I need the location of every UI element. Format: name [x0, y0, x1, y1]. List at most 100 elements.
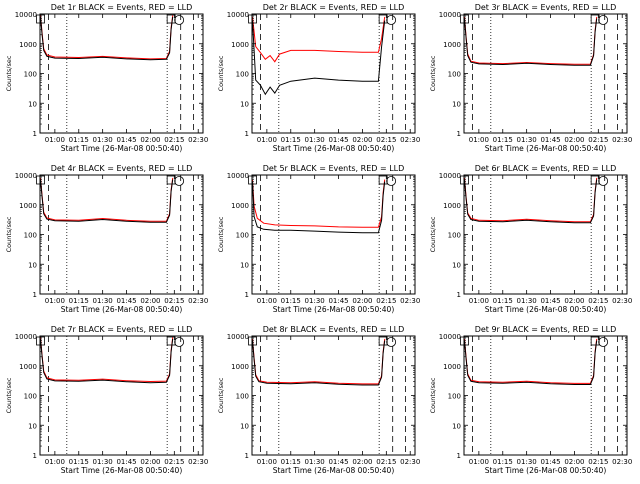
- plot-frame: [463, 13, 628, 134]
- y-tick-label: 1000: [231, 41, 249, 49]
- panel-det-7: Det 7r BLACK = Events, RED = LLD 1 10 100 10…: [5, 325, 208, 475]
- y-tick-label: 1: [457, 291, 461, 299]
- plot-frame: [39, 174, 204, 295]
- panel-title: Det 9r BLACK = Events, RED = LLD: [475, 325, 617, 334]
- y-tick-label: 10000: [227, 333, 249, 341]
- circle-marker: [174, 176, 185, 186]
- x-axis-label: Start Time (26-Mar-08 00:50:40): [273, 305, 395, 314]
- x-tick-label: 01:45: [540, 297, 560, 305]
- plot-frame: [251, 174, 416, 295]
- x-tick-label: 02:15: [376, 136, 396, 144]
- series-events-line: [40, 179, 174, 223]
- circle-marker: [386, 337, 397, 347]
- series-events-line: [40, 16, 174, 61]
- y-tick-label: 1: [33, 130, 37, 138]
- x-tick-label: 01:45: [328, 458, 348, 466]
- x-tick-label: 02:30: [188, 458, 208, 466]
- y-axis-label: Counts/sec: [429, 377, 437, 413]
- y-tick-label: 1: [457, 452, 461, 460]
- y-axis-label: Counts/sec: [217, 216, 225, 252]
- y-tick-label: 1000: [231, 202, 249, 210]
- x-tick-label: 02:30: [612, 297, 632, 305]
- x-tick-label: 01:30: [305, 136, 325, 144]
- x-tick-label: 02:15: [164, 458, 184, 466]
- y-tick-label: 1: [457, 130, 461, 138]
- x-tick-label: 01:15: [493, 458, 513, 466]
- y-tick-label: 1000: [19, 41, 37, 49]
- panel-det-3: Det 3r BLACK = Events, RED = LLD 1 10 100 10…: [429, 3, 632, 153]
- y-tick-label: 10: [452, 422, 461, 430]
- series-events-line: [464, 179, 598, 224]
- series-events-line: [252, 340, 386, 386]
- x-tick-label: 01:00: [257, 136, 277, 144]
- y-tick-label: 1000: [19, 202, 37, 210]
- circle-marker: [174, 337, 185, 347]
- x-tick-label: 01:45: [116, 458, 136, 466]
- y-tick-label: 10000: [439, 172, 461, 180]
- circle-marker: [386, 15, 397, 25]
- x-tick-label: 01:30: [517, 297, 537, 305]
- series-events-line: [464, 340, 598, 385]
- x-tick-label: 01:00: [469, 136, 489, 144]
- x-tick-label: 01:00: [45, 136, 65, 144]
- y-tick-label: 10000: [15, 11, 37, 19]
- panel-title: Det 6r BLACK = Events, RED = LLD: [475, 164, 617, 173]
- series-lld-line: [464, 177, 598, 223]
- x-tick-label: 02:30: [612, 458, 632, 466]
- y-tick-label: 10000: [15, 333, 37, 341]
- panel-det-8: Det 8r BLACK = Events, RED = LLD 1 10 100 10…: [217, 325, 420, 475]
- panel-title: Det 8r BLACK = Events, RED = LLD: [263, 325, 405, 334]
- y-tick-label: 100: [236, 71, 249, 79]
- x-tick-label: 01:15: [69, 136, 89, 144]
- circle-marker: [598, 337, 609, 347]
- y-tick-label: 100: [236, 393, 249, 401]
- panel-title: Det 3r BLACK = Events, RED = LLD: [475, 3, 617, 12]
- y-tick-label: 10000: [439, 11, 461, 19]
- series-lld-line: [464, 338, 598, 384]
- panel-det-9: Det 9r BLACK = Events, RED = LLD 1 10 100 10…: [429, 325, 632, 475]
- x-axis-label: Start Time (26-Mar-08 00:50:40): [485, 144, 607, 153]
- circle-marker: [598, 176, 609, 186]
- y-tick-label: 10000: [227, 11, 249, 19]
- x-tick-label: 02:15: [588, 297, 608, 305]
- y-tick-label: 1000: [19, 363, 37, 371]
- x-tick-label: 01:15: [281, 297, 301, 305]
- x-tick-label: 01:15: [69, 458, 89, 466]
- x-tick-label: 01:15: [281, 136, 301, 144]
- x-tick-label: 01:00: [257, 297, 277, 305]
- x-axis-label: Start Time (26-Mar-08 00:50:40): [273, 466, 395, 475]
- x-tick-label: 02:00: [352, 458, 372, 466]
- y-axis-label: Counts/sec: [217, 377, 225, 413]
- x-tick-label: 01:30: [517, 136, 537, 144]
- y-tick-label: 10: [240, 422, 249, 430]
- x-tick-label: 02:15: [164, 297, 184, 305]
- x-tick-label: 02:00: [140, 136, 160, 144]
- x-tick-label: 02:15: [588, 458, 608, 466]
- plot-frame: [39, 13, 204, 134]
- x-tick-label: 02:15: [588, 136, 608, 144]
- x-tick-label: 02:00: [564, 297, 584, 305]
- x-tick-label: 01:30: [517, 458, 537, 466]
- x-tick-label: 01:00: [469, 458, 489, 466]
- x-tick-label: 01:45: [328, 136, 348, 144]
- y-tick-label: 1000: [443, 41, 461, 49]
- x-tick-label: 01:15: [69, 297, 89, 305]
- y-tick-label: 1000: [443, 202, 461, 210]
- y-tick-label: 100: [448, 71, 461, 79]
- plot-frame: [251, 335, 416, 456]
- series-lld-line: [464, 16, 598, 65]
- series-lld-line: [40, 177, 174, 222]
- square-marker: [378, 175, 388, 185]
- panel-title: Det 2r BLACK = Events, RED = LLD: [263, 3, 405, 12]
- plot-frame: [39, 335, 204, 456]
- panel-det-5: Det 5r BLACK = Events, RED = LLD 1 10 100 10…: [217, 164, 420, 314]
- x-tick-label: 02:00: [352, 297, 372, 305]
- x-tick-label: 02:00: [140, 297, 160, 305]
- square-marker: [590, 175, 600, 185]
- y-tick-label: 1: [245, 130, 249, 138]
- y-tick-label: 100: [448, 232, 461, 240]
- panel-det-1: Det 1r BLACK = Events, RED = LLD 1 10 100 10…: [5, 3, 208, 153]
- square-marker: [378, 336, 388, 346]
- y-tick-label: 100: [236, 232, 249, 240]
